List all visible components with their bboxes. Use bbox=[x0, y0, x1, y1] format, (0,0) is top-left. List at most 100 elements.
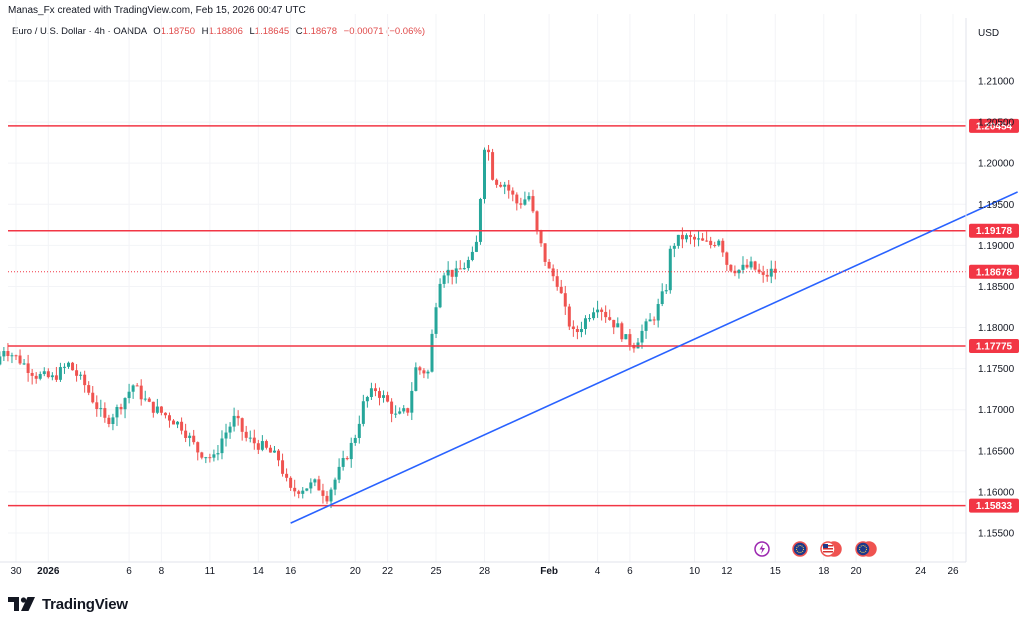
candle-body bbox=[220, 438, 224, 454]
candle-body bbox=[18, 355, 22, 364]
candle-body bbox=[115, 406, 119, 418]
candle-body bbox=[200, 452, 204, 458]
candle-body bbox=[228, 426, 232, 433]
y-tick-label: 1.17000 bbox=[978, 405, 1015, 416]
close-value: 1.18678 bbox=[302, 26, 337, 37]
candle-body bbox=[317, 479, 321, 491]
candle-body bbox=[592, 312, 596, 319]
candle-body bbox=[123, 398, 127, 410]
price-tag bbox=[969, 498, 1019, 513]
candle-body bbox=[765, 274, 769, 277]
price-tag-label: 1.20454 bbox=[976, 121, 1013, 132]
candle-body bbox=[83, 374, 87, 386]
trendline-layer[interactable] bbox=[290, 191, 1018, 524]
candle-body bbox=[216, 453, 220, 455]
trendline bbox=[290, 191, 1018, 524]
x-tick-label: 20 bbox=[851, 566, 863, 577]
y-tick-label: 1.17500 bbox=[978, 364, 1015, 375]
candle-body bbox=[454, 268, 458, 277]
horizontal-levels[interactable]: 1.20454 1.19178 1.17775 1.15833 bbox=[8, 118, 1019, 513]
candle-body bbox=[87, 385, 91, 393]
price-scale-currency[interactable]: USD bbox=[978, 28, 1000, 39]
candle-body bbox=[523, 199, 527, 205]
candle-body bbox=[579, 328, 583, 333]
y-tick-label: 1.18000 bbox=[978, 323, 1015, 334]
candle-body bbox=[474, 241, 478, 252]
candle-body bbox=[377, 391, 381, 398]
candle-body bbox=[341, 458, 345, 467]
candle-body bbox=[680, 234, 684, 240]
candle-body bbox=[293, 487, 297, 492]
candle-body bbox=[184, 430, 188, 438]
candle-body bbox=[67, 362, 71, 367]
candle-body bbox=[172, 420, 176, 425]
candle-body bbox=[6, 351, 10, 357]
candle-body bbox=[487, 149, 491, 153]
symbol-legend: Euro / U.S. Dollar · 4h · OANDA O1.18750… bbox=[12, 26, 425, 37]
x-tick-label: 20 bbox=[350, 566, 362, 577]
candle-body bbox=[769, 268, 773, 277]
candle-body bbox=[478, 198, 482, 242]
candle-body bbox=[22, 363, 26, 365]
candle-body bbox=[761, 272, 765, 275]
candle-body bbox=[600, 309, 604, 312]
candle-body bbox=[539, 230, 543, 244]
candle-body bbox=[264, 441, 268, 448]
candle-body bbox=[398, 411, 402, 414]
candle-body bbox=[688, 235, 692, 237]
tradingview-logo[interactable]: TradingView bbox=[8, 594, 128, 614]
change-value: −0.00071 (−0.06%) bbox=[343, 26, 425, 37]
candle-body bbox=[511, 190, 515, 195]
candle-body bbox=[289, 477, 293, 488]
candle-body bbox=[701, 238, 705, 241]
event-icon-us[interactable] bbox=[820, 541, 842, 557]
candle-body bbox=[406, 408, 410, 413]
candle-body bbox=[325, 495, 329, 502]
candle-body bbox=[333, 479, 337, 490]
candle-body bbox=[14, 355, 18, 357]
symbol-title[interactable]: Euro / U.S. Dollar · 4h · OANDA bbox=[12, 26, 147, 37]
candle-body bbox=[583, 318, 587, 329]
candle-body bbox=[248, 437, 252, 439]
candle-body bbox=[640, 330, 644, 343]
event-icon-eu-2[interactable] bbox=[855, 541, 877, 557]
economic-events[interactable] bbox=[754, 541, 877, 557]
candle-body bbox=[705, 240, 709, 242]
candle-body bbox=[111, 417, 115, 424]
candle-body bbox=[26, 363, 30, 373]
flash-event-icon[interactable] bbox=[754, 541, 770, 557]
candle-body bbox=[458, 268, 462, 270]
candle-body bbox=[329, 489, 333, 502]
candle-body bbox=[588, 318, 592, 320]
candle-body bbox=[369, 388, 373, 397]
low-label: L bbox=[249, 26, 255, 37]
y-tick-label: 1.20500 bbox=[978, 118, 1015, 129]
candle-body bbox=[648, 319, 652, 322]
candle-body bbox=[531, 196, 535, 212]
candle-body bbox=[483, 149, 486, 199]
price-chart[interactable]: 1.20454 1.19178 1.17775 1.15833 1.18678 1.2… bbox=[0, 0, 1024, 590]
candle-body bbox=[2, 351, 6, 357]
candle-body bbox=[717, 240, 721, 246]
candle-body bbox=[188, 435, 192, 438]
x-tick-label: 11 bbox=[205, 566, 216, 577]
candle-body bbox=[147, 398, 151, 402]
candle-body bbox=[394, 413, 398, 415]
x-tick-label: 12 bbox=[721, 566, 733, 577]
last-price-layer: 1.18678 bbox=[8, 264, 1019, 279]
candle-body bbox=[608, 317, 612, 320]
candle-body bbox=[466, 259, 470, 269]
candle-body bbox=[353, 437, 357, 443]
candle-body bbox=[773, 268, 777, 273]
open-value: 1.18750 bbox=[160, 26, 195, 37]
candle-body bbox=[79, 374, 83, 376]
candle-body bbox=[390, 401, 394, 414]
candle-body bbox=[676, 234, 680, 246]
candle-body bbox=[107, 417, 111, 424]
candle-body bbox=[34, 375, 38, 379]
candle-body bbox=[119, 406, 123, 410]
candle-body bbox=[729, 264, 733, 271]
event-icon-eu[interactable] bbox=[792, 541, 808, 557]
y-tick-label: 1.15500 bbox=[978, 528, 1015, 539]
candle-body bbox=[491, 152, 495, 180]
